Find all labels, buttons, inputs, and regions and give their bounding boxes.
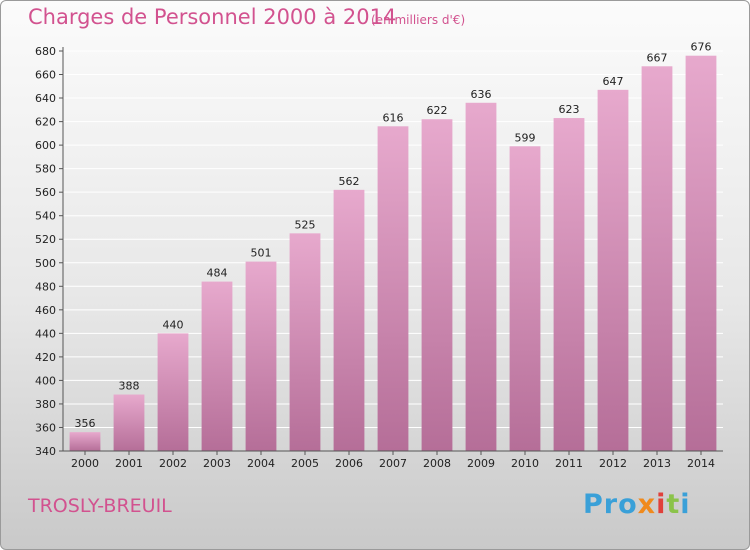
data-label-2006: 562: [339, 175, 360, 188]
y-tick-label: 500: [35, 257, 56, 270]
y-tick-label: 600: [35, 139, 56, 152]
y-tick-label: 380: [35, 398, 56, 411]
data-label-2014: 676: [691, 41, 712, 54]
x-tick-label-2010: 2010: [511, 457, 539, 470]
data-label-2013: 667: [647, 51, 668, 64]
y-tick-label: 340: [35, 445, 56, 458]
y-tick-label: 640: [35, 92, 56, 105]
axes: 340 360 380 400 420 440 460 480 500 520 540 560 580 6…: [35, 45, 723, 470]
y-tick-label: 660: [35, 69, 56, 82]
x-tick-label-2012: 2012: [599, 457, 627, 470]
x-tick-label-2008: 2008: [423, 457, 451, 470]
data-label-2000: 356: [75, 417, 96, 430]
data-label-2007: 616: [383, 111, 404, 124]
bar-2013: [641, 66, 673, 451]
bar-2003: [201, 281, 233, 451]
commune-name: TROSLY-BREUIL: [28, 495, 172, 517]
bar-2007: [377, 126, 409, 451]
x-tick-label-2014: 2014: [687, 457, 715, 470]
proxiti-logo[interactable]: Proxiti: [583, 489, 691, 520]
data-label-2010: 599: [515, 131, 536, 144]
bar-2000: [69, 432, 101, 451]
data-label-2003: 484: [207, 267, 228, 280]
y-tick-label: 420: [35, 351, 56, 364]
x-tick-label-2001: 2001: [115, 457, 143, 470]
data-label-2002: 440: [163, 318, 184, 331]
x-tick-label-2002: 2002: [159, 457, 187, 470]
y-tick-label: 560: [35, 186, 56, 199]
x-tick-label-2005: 2005: [291, 457, 319, 470]
y-tick-label: 460: [35, 304, 56, 317]
y-tick-label: 580: [35, 163, 56, 176]
data-label-2011: 623: [559, 103, 580, 116]
x-tick-label-2007: 2007: [379, 457, 407, 470]
bar-2005: [289, 233, 321, 451]
bar-2011: [553, 118, 585, 451]
bars: 356 388 440 484 501 525 562 616 622 636 599 623 647 6…: [69, 41, 717, 452]
bar-2006: [333, 189, 365, 451]
y-tick-label: 440: [35, 327, 56, 340]
data-label-2012: 647: [603, 75, 624, 88]
data-label-2001: 388: [119, 380, 140, 393]
bar-2008: [421, 119, 453, 451]
x-tick-label-2009: 2009: [467, 457, 495, 470]
chart-subtitle: (en milliers d'€): [371, 13, 466, 27]
y-tick-label: 480: [35, 280, 56, 293]
x-tick-label-2013: 2013: [643, 457, 671, 470]
y-tick-label: 520: [35, 233, 56, 246]
y-tick-label: 620: [35, 116, 56, 129]
y-tick-label: 400: [35, 374, 56, 387]
bar-2010: [509, 146, 541, 451]
bar-2009: [465, 102, 497, 451]
chart-title: Charges de Personnel 2000 à 2014: [28, 5, 397, 29]
data-label-2004: 501: [251, 247, 272, 260]
bar-2002: [157, 333, 189, 451]
data-label-2005: 525: [295, 218, 316, 231]
data-label-2008: 622: [427, 104, 448, 117]
y-tick-label: 680: [35, 45, 56, 58]
x-tick-label-2006: 2006: [335, 457, 363, 470]
bar-2001: [113, 394, 145, 451]
x-tick-label-2003: 2003: [203, 457, 231, 470]
y-tick-label: 360: [35, 421, 56, 434]
data-label-2009: 636: [471, 88, 492, 101]
bar-2004: [245, 261, 277, 451]
x-tick-label-2011: 2011: [555, 457, 583, 470]
bar-2012: [597, 89, 629, 451]
y-tick-label: 540: [35, 210, 56, 223]
x-tick-label-2004: 2004: [247, 457, 275, 470]
x-tick-label-2000: 2000: [71, 457, 99, 470]
bar-2014: [685, 55, 717, 452]
